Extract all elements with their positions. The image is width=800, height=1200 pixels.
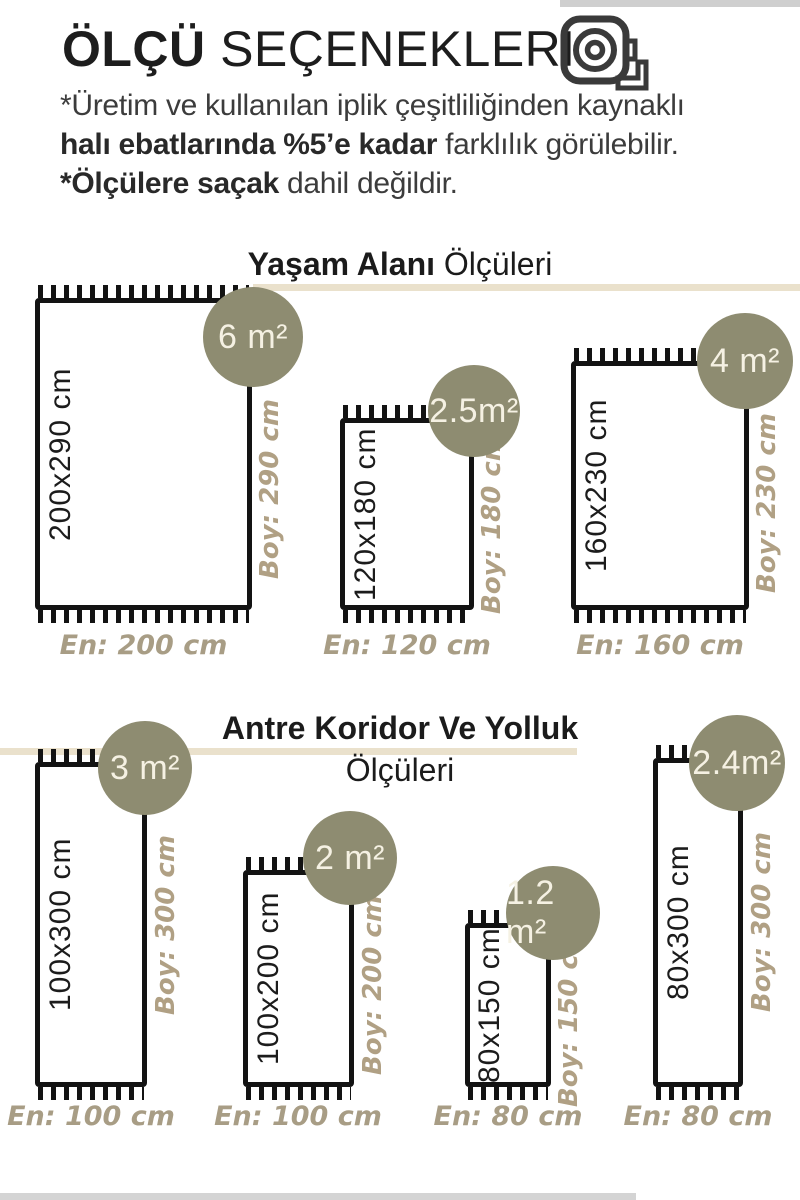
disclaimer-line-3: *Ölçülere saçak dahil değildir. bbox=[60, 167, 458, 200]
section1-title: Yaşam Alanı Ölçüleri bbox=[247, 246, 553, 282]
length-label: Boy: 300 cm bbox=[151, 835, 181, 1016]
area-badge: 1.2 m² bbox=[506, 866, 600, 960]
page-title: ÖLÇÜ SEÇENEKLERİ bbox=[62, 20, 576, 78]
rug-200x290 bbox=[35, 298, 252, 610]
section2-underline-decoration bbox=[0, 748, 577, 755]
rug-160x230 bbox=[571, 361, 749, 610]
area-badge: 6 m² bbox=[203, 287, 303, 387]
page-title-bold: ÖLÇÜ bbox=[62, 21, 206, 77]
gray-strip-bottom bbox=[0, 1193, 636, 1200]
width-label: En: 80 cm bbox=[433, 1101, 583, 1132]
area-badge: 2 m² bbox=[303, 811, 397, 905]
fringe-bottom bbox=[574, 610, 746, 623]
area-badge: 3 m² bbox=[98, 721, 192, 815]
disclaimer-text: *Üretim ve kullanılan iplik çeşitliliğin… bbox=[60, 86, 776, 203]
fringe-bottom bbox=[246, 1087, 351, 1100]
width-label: En: 100 cm bbox=[214, 1101, 382, 1132]
fringe-top bbox=[38, 285, 249, 298]
width-label: En: 200 cm bbox=[59, 630, 228, 661]
width-label: En: 160 cm bbox=[576, 630, 744, 661]
area-badge: 4 m² bbox=[697, 313, 793, 409]
length-label: Boy: 200 cm bbox=[358, 895, 388, 1076]
width-label: En: 80 cm bbox=[623, 1101, 773, 1132]
size-label: 200x290 cm bbox=[44, 367, 77, 541]
size-label: 100x200 cm bbox=[252, 891, 285, 1066]
length-label: Boy: 300 cm bbox=[747, 832, 777, 1013]
length-label: Boy: 180 cm bbox=[477, 434, 507, 614]
length-label: Boy: 230 cm bbox=[752, 413, 782, 593]
area-badge: 2.4m² bbox=[689, 715, 785, 811]
fringe-bottom bbox=[38, 610, 249, 623]
fringe-bottom bbox=[656, 1087, 740, 1100]
length-label: Boy: 290 cm bbox=[255, 399, 285, 579]
fringe-bottom bbox=[38, 1087, 144, 1100]
size-label: 120x180 cm bbox=[349, 427, 382, 601]
page-title-light: SEÇENEKLERİ bbox=[220, 21, 576, 77]
rug-100x300 bbox=[35, 762, 147, 1087]
rug-100x200 bbox=[243, 870, 354, 1087]
fringe-bottom bbox=[343, 610, 471, 623]
section1-underline-decoration bbox=[253, 284, 800, 291]
gray-strip-top bbox=[560, 0, 800, 7]
disclaimer-line-1: *Üretim ve kullanılan iplik çeşitliliğin… bbox=[60, 89, 685, 122]
rug-80x300 bbox=[653, 758, 743, 1087]
size-label: 80x300 cm bbox=[662, 844, 695, 1001]
size-label: 160x230 cm bbox=[580, 398, 613, 573]
tape-measure-icon bbox=[560, 15, 649, 91]
area-badge: 2.5m² bbox=[428, 365, 520, 457]
section2-title-line1: Antre Koridor Ve Yolluk bbox=[221, 710, 579, 746]
fringe-bottom bbox=[468, 1087, 548, 1100]
size-label: 80x150 cm bbox=[473, 927, 506, 1083]
width-label: En: 100 cm bbox=[7, 1101, 175, 1132]
disclaimer-line-2: halı ebatlarında %5’e kadar farklılık gö… bbox=[60, 128, 679, 161]
width-label: En: 120 cm bbox=[323, 630, 491, 661]
section2-title-line2: Ölçüleri bbox=[345, 752, 455, 788]
size-label: 100x300 cm bbox=[44, 837, 77, 1012]
